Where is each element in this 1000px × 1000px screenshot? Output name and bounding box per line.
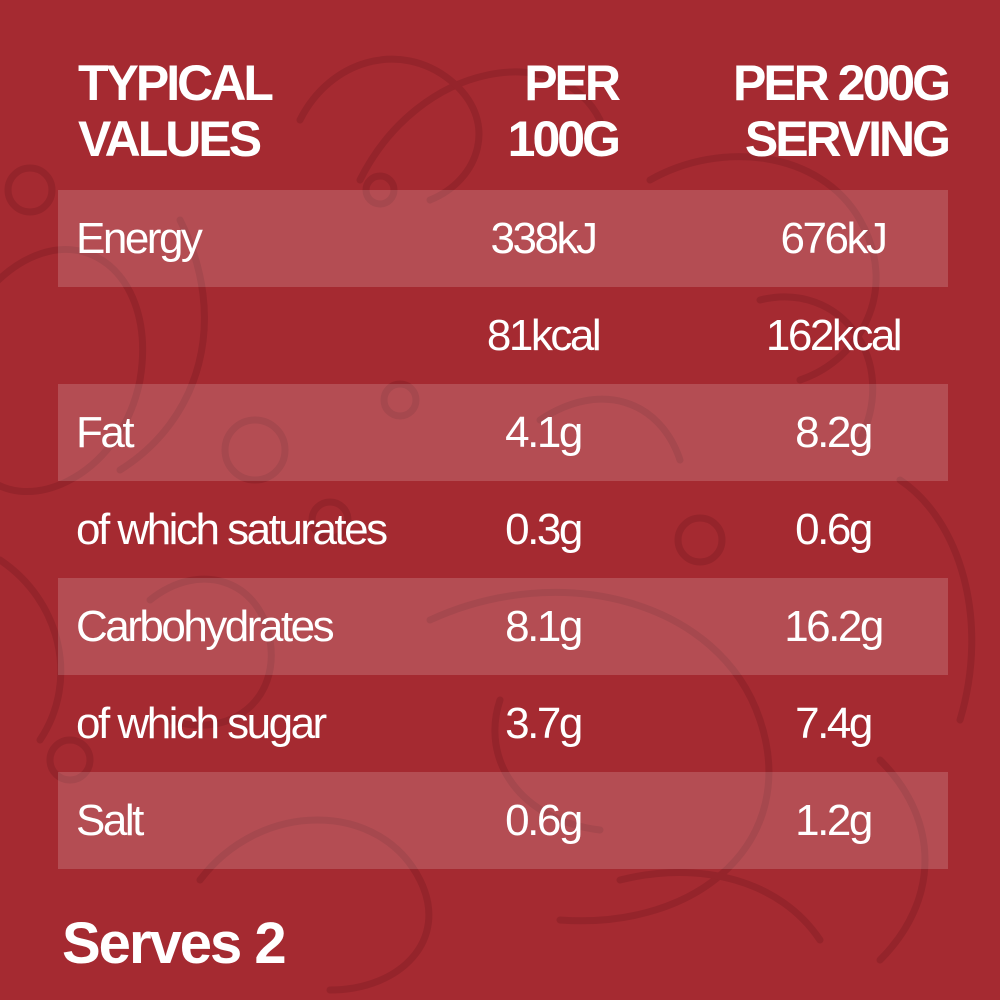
row-sugar: of which sugar 3.7g 7.4g bbox=[58, 675, 948, 772]
row-salt: Salt 0.6g 1.2g bbox=[58, 772, 948, 869]
header-per-serving: PER 200G SERVING bbox=[732, 55, 951, 167]
per-100g-value: 0.6g bbox=[505, 796, 583, 845]
header-typical-values: TYPICAL VALUES bbox=[78, 55, 274, 167]
row-fat: Fat 4.1g 8.2g bbox=[58, 384, 948, 481]
per-serving-value: 16.2g bbox=[784, 602, 884, 651]
per-100g-value: 338kJ bbox=[490, 214, 598, 263]
row-energy-kj: Energy 338kJ 676kJ bbox=[58, 190, 948, 287]
row-label: of which saturates bbox=[76, 505, 388, 554]
row-label: Fat bbox=[76, 408, 135, 457]
row-label: Energy bbox=[76, 214, 203, 263]
row-label: Carbohydrates bbox=[76, 602, 335, 651]
row-label: of which sugar bbox=[76, 699, 327, 748]
per-100g-value: 8.1g bbox=[505, 602, 583, 651]
per-100g-value: 81kcal bbox=[486, 311, 602, 360]
nutrition-table: TYPICAL VALUES PER 100G PER 200G SERVING… bbox=[58, 0, 951, 869]
row-label: Salt bbox=[76, 796, 144, 845]
per-serving-value: 8.2g bbox=[795, 408, 873, 457]
per-100g-value: 0.3g bbox=[505, 505, 583, 554]
table-header: TYPICAL VALUES PER 100G PER 200G SERVING bbox=[58, 0, 951, 190]
per-serving-value: 0.6g bbox=[795, 505, 873, 554]
per-100g-value: 3.7g bbox=[505, 699, 583, 748]
per-100g-value: 4.1g bbox=[505, 408, 583, 457]
row-energy-kcal: 81kcal 162kcal bbox=[58, 287, 948, 384]
serves-label: Serves 2 bbox=[62, 911, 287, 976]
header-per-100g: PER 100G bbox=[507, 55, 621, 167]
per-serving-value: 1.2g bbox=[795, 796, 873, 845]
per-serving-value: 676kJ bbox=[780, 214, 888, 263]
per-serving-value: 162kcal bbox=[765, 311, 903, 360]
per-serving-value: 7.4g bbox=[795, 699, 873, 748]
row-carbohydrates: Carbohydrates 8.1g 16.2g bbox=[58, 578, 948, 675]
row-saturates: of which saturates 0.3g 0.6g bbox=[58, 481, 948, 578]
